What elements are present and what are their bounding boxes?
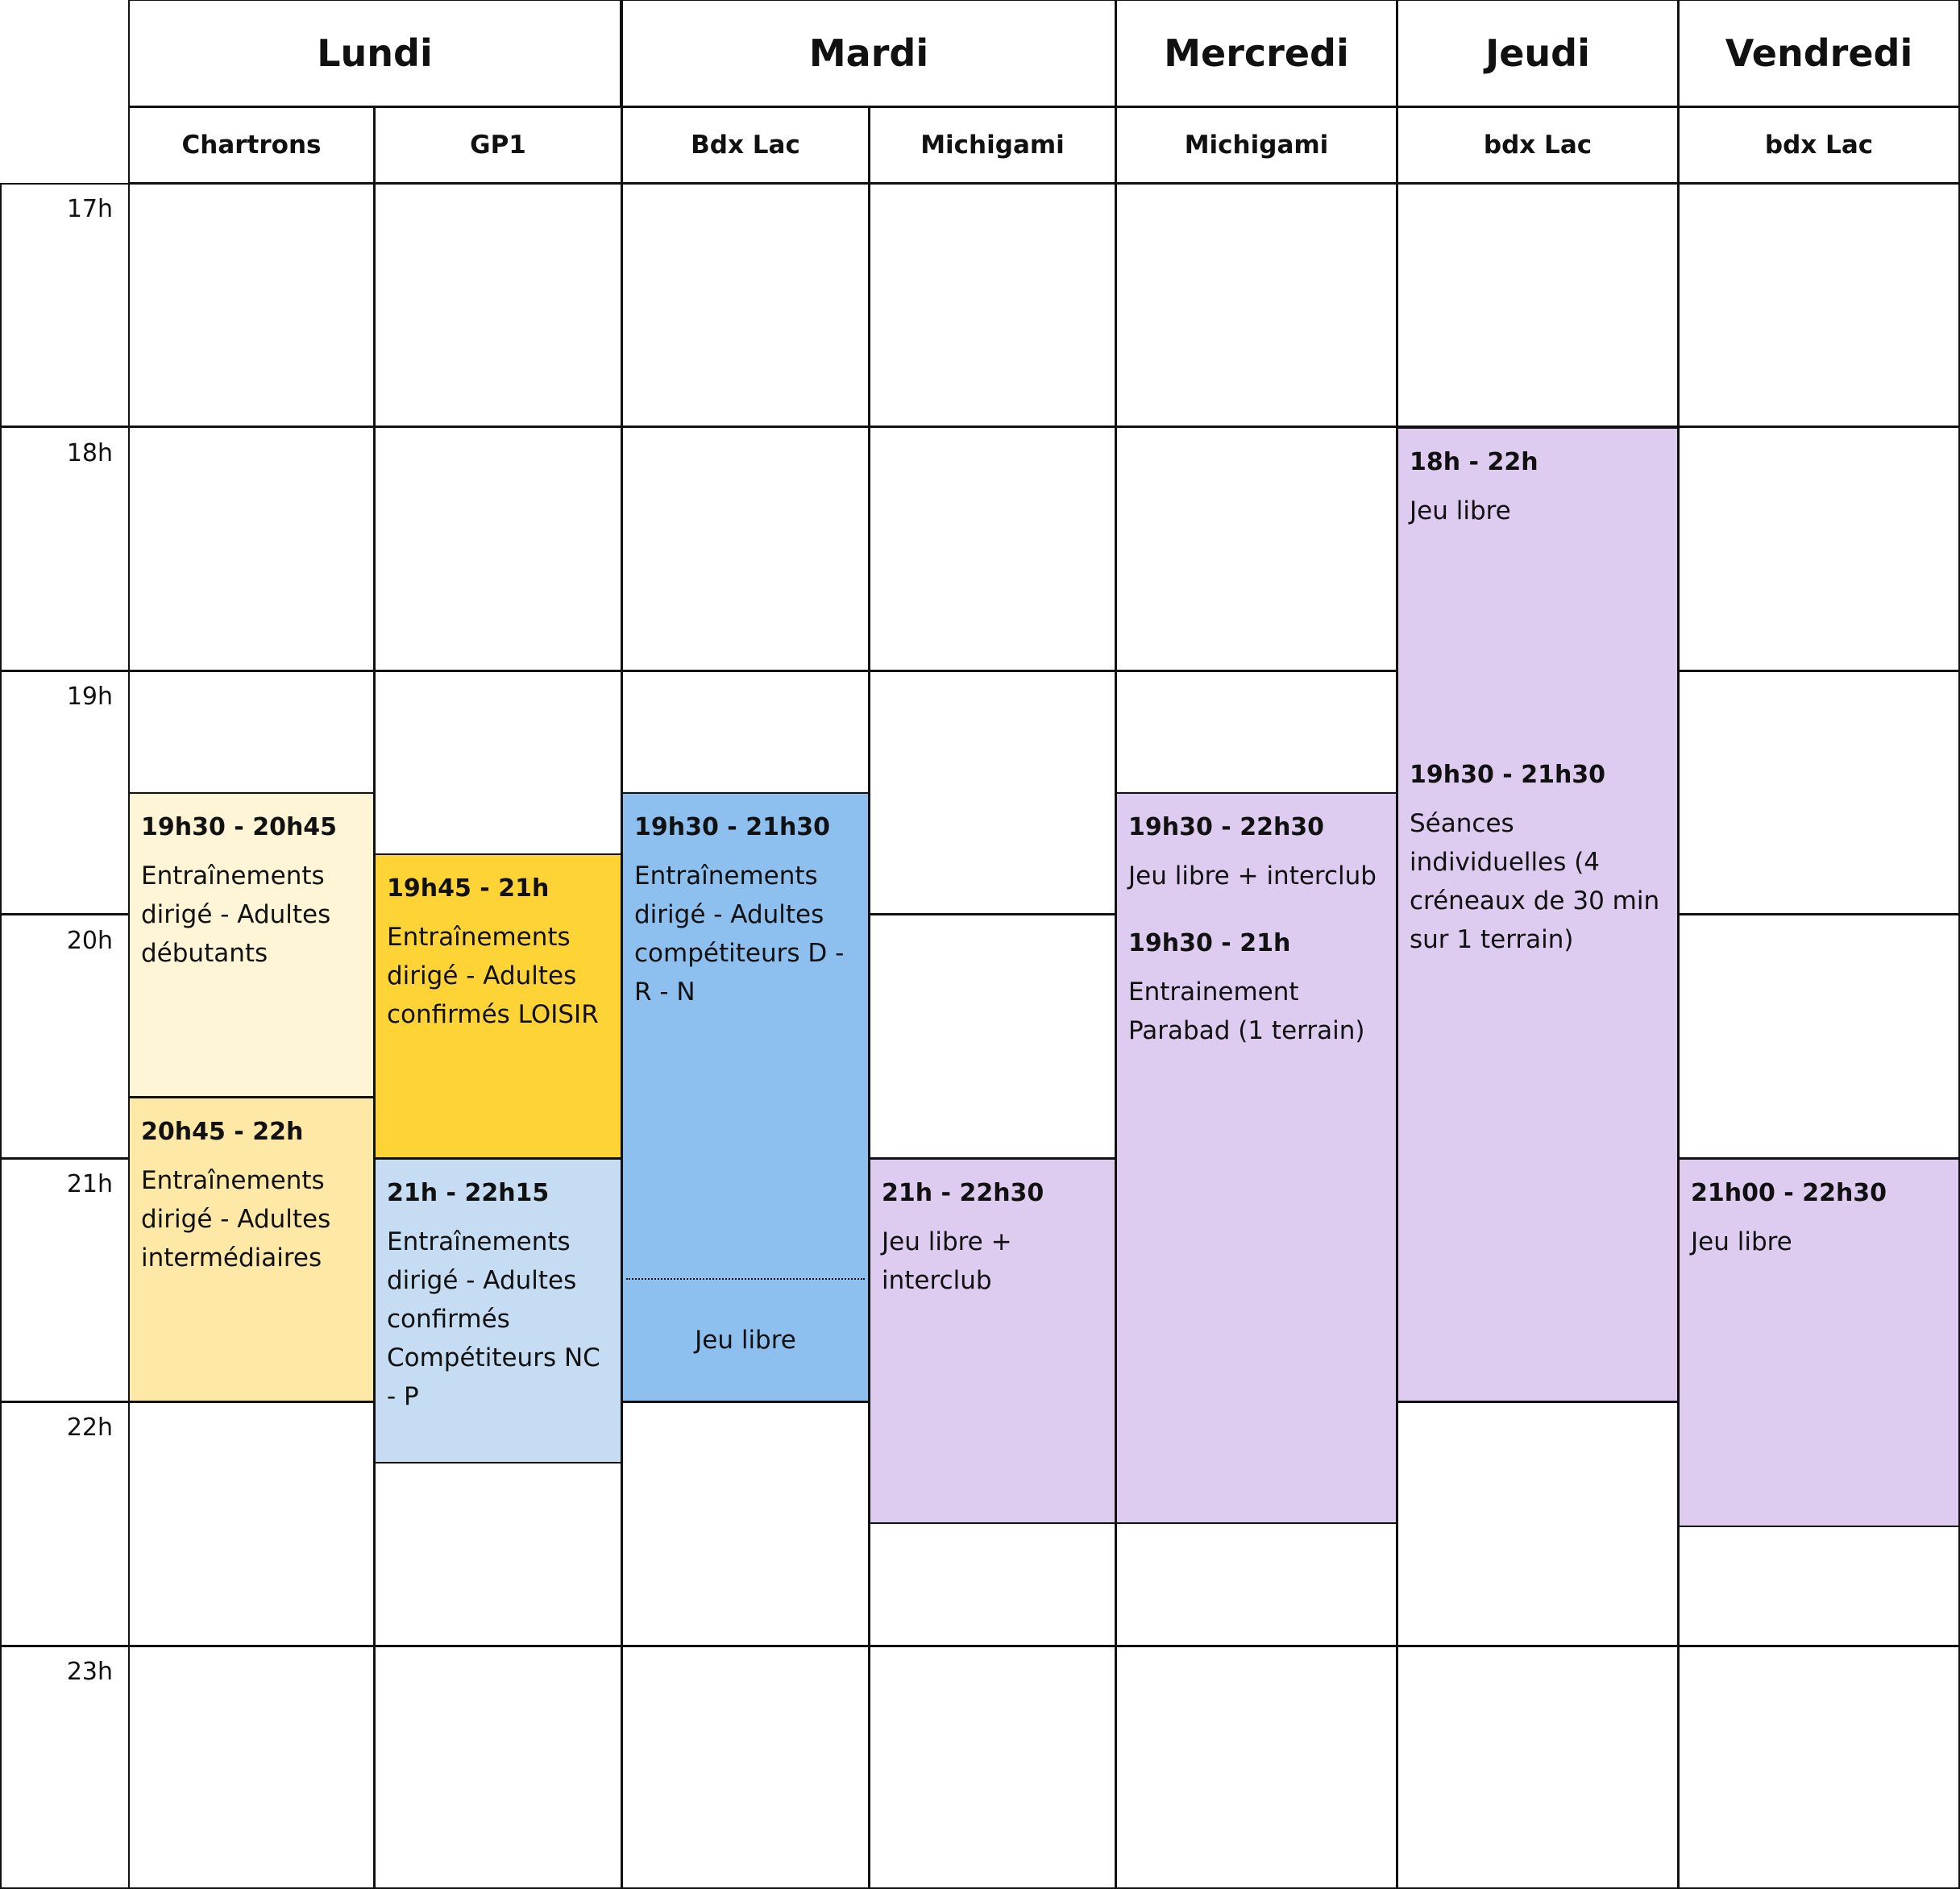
grid-cell — [869, 670, 1116, 915]
event-time: 19h30 - 21h — [1128, 929, 1291, 957]
event-description: Jeu libre — [1691, 1227, 1792, 1256]
event-lundi-chartrons-intermediaires: 20h45 - 22h Entraînements dirigé - Adult… — [128, 1097, 375, 1402]
grid-cell — [374, 1646, 622, 1889]
event-mardi-bdx-lac: 19h30 - 21h30 Entraînements dirigé - Adu… — [621, 792, 870, 1402]
grid-cell — [1115, 426, 1397, 671]
hour-label: 19h — [66, 683, 113, 711]
grid-cell — [621, 183, 870, 427]
grid-cell — [1678, 426, 1960, 671]
event-mardi-michigami: 21h - 22h30 Jeu libre + interclub — [869, 1158, 1116, 1524]
event-description: Entraînements dirigé - Adultes intermédi… — [141, 1166, 331, 1272]
grid-cell — [1397, 1401, 1679, 1646]
event-time: 19h45 - 21h — [387, 874, 550, 903]
hour-label: 22h — [66, 1414, 113, 1442]
grid-cell — [128, 426, 375, 671]
event-time: 19h30 - 22h30 — [1128, 813, 1325, 841]
event-lundi-gp1-competiteurs: 21h - 22h15 Entraînements dirigé - Adult… — [374, 1158, 622, 1463]
grid-cell — [621, 1401, 870, 1646]
grid-cell — [621, 1646, 870, 1889]
grid-cell — [128, 183, 375, 427]
event-lundi-chartrons-debutants: 19h30 - 20h45 Entraînements dirigé - Adu… — [128, 792, 375, 1098]
event-group-seances: 19h30 - 21h30 Séances individuelles (4 c… — [1410, 759, 1669, 959]
dotted-divider — [626, 1278, 865, 1280]
grid-cell — [1397, 183, 1679, 427]
site-header-chartrons: Chartrons — [128, 106, 375, 184]
grid-cell — [869, 183, 1116, 427]
event-description: Entraînements dirigé - Adultes confirmés… — [387, 1227, 600, 1411]
event-time: 21h - 22h30 — [882, 1179, 1044, 1207]
event-description: Entrainement Parabad (1 terrain) — [1128, 978, 1365, 1045]
event-description: Entraînements dirigé - Adultes compétite… — [634, 861, 845, 1007]
hour-label: 21h — [66, 1170, 113, 1198]
hour-row-label-cell — [0, 1646, 129, 1889]
event-time: 19h30 - 21h30 — [1410, 761, 1606, 789]
event-time: 21h - 22h15 — [387, 1179, 550, 1207]
grid-cell — [621, 426, 870, 671]
grid-cell — [374, 426, 622, 671]
site-header-michigami: Michigami — [869, 106, 1116, 184]
site-header-gp1: GP1 — [374, 106, 622, 184]
event-time: 20h45 - 22h — [141, 1118, 304, 1146]
hour-label: 18h — [66, 439, 113, 467]
grid-cell — [128, 1646, 375, 1889]
day-header-mercredi: Mercredi — [1115, 0, 1397, 107]
grid-cell — [869, 1646, 1116, 1889]
event-mercredi: 19h30 - 22h30 Jeu libre + interclub 19h3… — [1115, 792, 1397, 1524]
site-header-bdx-lac-vendredi: bdx Lac — [1678, 106, 1960, 184]
grid-cell — [869, 914, 1116, 1159]
event-description: Entraînements dirigé - Adultes confirmés… — [387, 923, 599, 1029]
grid-cell — [374, 183, 622, 427]
event-time: 19h30 - 20h45 — [141, 813, 338, 841]
event-vendredi: 21h00 - 22h30 Jeu libre — [1678, 1158, 1960, 1527]
event-description: Jeu libre + interclub — [882, 1227, 1012, 1295]
day-header-lundi: Lundi — [128, 0, 621, 107]
event-time: 18h - 22h — [1410, 448, 1539, 476]
grid-cell — [1115, 1646, 1397, 1889]
hour-label: 20h — [66, 927, 113, 955]
day-header-jeudi: Jeudi — [1397, 0, 1679, 107]
event-description: Jeu libre + interclub — [1128, 861, 1377, 891]
site-header-bdx-lac-jeudi: bdx Lac — [1397, 106, 1679, 184]
event-lundi-gp1-loisir: 19h45 - 21h Entraînements dirigé - Adult… — [374, 853, 622, 1159]
hour-label: 23h — [66, 1658, 113, 1686]
event-jeudi: 18h - 22h Jeu libre 19h30 - 21h30 Séance… — [1397, 427, 1679, 1402]
event-description: Jeu libre — [1410, 496, 1511, 525]
day-header-vendredi: Vendredi — [1678, 0, 1960, 107]
grid-cell — [128, 1401, 375, 1646]
site-header-bdx-lac: Bdx Lac — [621, 106, 870, 184]
grid-cell — [1115, 183, 1397, 427]
grid-cell — [1678, 183, 1960, 427]
event-description-jeu-libre: Jeu libre — [695, 1326, 796, 1355]
event-description: Séances individuelles (4 créneaux de 30 … — [1410, 809, 1660, 954]
event-time: 21h00 - 22h30 — [1691, 1179, 1887, 1207]
grid-cell — [1678, 1646, 1960, 1889]
grid-cell — [1678, 670, 1960, 915]
grid-cell — [1397, 1646, 1679, 1889]
grid-cell — [869, 426, 1116, 671]
day-header-mardi: Mardi — [621, 0, 1116, 107]
event-group-parabad: 19h30 - 21h Entrainement Parabad (1 terr… — [1128, 928, 1385, 1050]
event-description: Entraînements dirigé - Adultes débutants — [141, 861, 331, 968]
grid-cell — [1678, 914, 1960, 1159]
site-header-michigami-mercredi: Michigami — [1115, 106, 1397, 184]
hour-label: 17h — [66, 195, 113, 223]
event-time: 19h30 - 21h30 — [634, 813, 831, 841]
